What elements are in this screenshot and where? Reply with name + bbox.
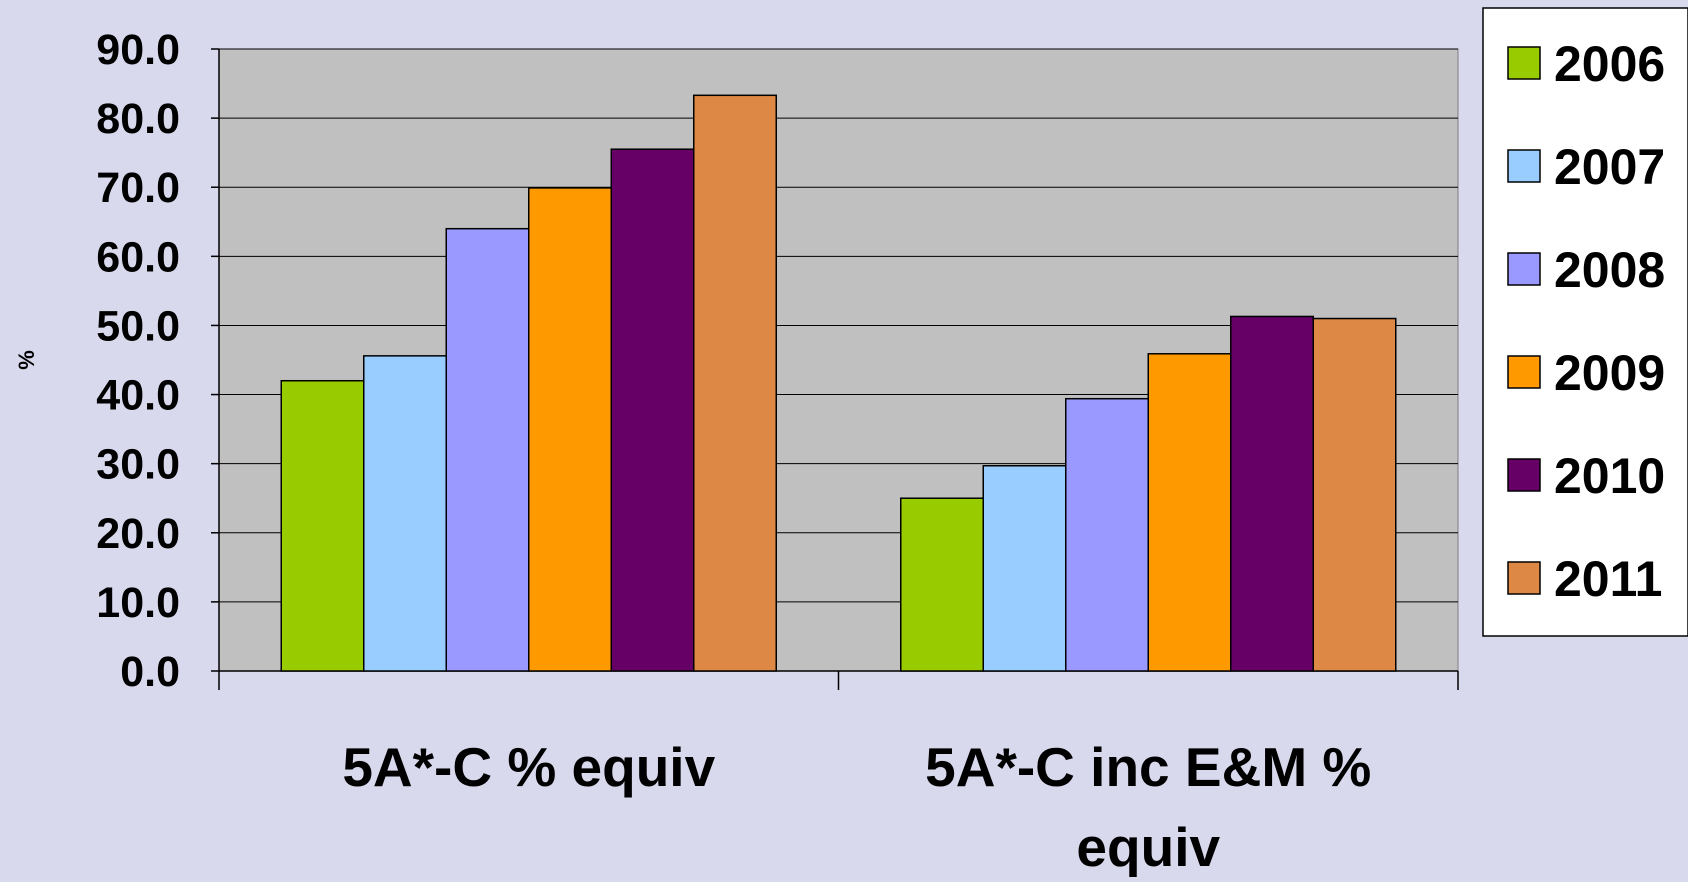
legend-label-2007: 2007 [1554, 139, 1665, 195]
y-tick-label: 20.0 [96, 510, 180, 558]
legend-label-2009: 2009 [1554, 345, 1665, 401]
y-tick-label: 0.0 [120, 648, 180, 696]
y-tick-label: 70.0 [96, 164, 180, 212]
bar-2006-1 [280, 379, 365, 672]
legend-swatch-2007 [1507, 149, 1541, 183]
y-tick-label: 30.0 [96, 441, 180, 489]
legend-swatch-2011 [1507, 561, 1541, 595]
bar-2010-1 [610, 148, 695, 672]
bar-2010-2 [1230, 315, 1314, 672]
bar-2011-2 [1312, 317, 1397, 672]
y-axis-label: % [14, 350, 39, 370]
y-tick-label: 50.0 [96, 302, 180, 350]
y-tick-label: 90.0 [96, 26, 180, 74]
legend-label-2008: 2008 [1554, 242, 1665, 298]
bar-2008-1 [445, 227, 530, 672]
legend-swatch-2009 [1507, 355, 1541, 389]
y-tick-label: 10.0 [96, 579, 180, 627]
legend-label-2011: 2011 [1554, 551, 1662, 607]
category-label: 5A*-C % equiv [342, 736, 715, 798]
bar-2009-1 [528, 187, 612, 672]
y-tick-label: 80.0 [96, 95, 180, 143]
y-tick-label: 60.0 [96, 233, 180, 281]
bar-2006-2 [900, 497, 984, 672]
bar-2007-1 [363, 355, 447, 672]
legend-label-2006: 2006 [1554, 36, 1665, 92]
legend-label-2010: 2010 [1554, 448, 1665, 504]
bar-2009-2 [1147, 353, 1232, 672]
category-label: 5A*-C inc E&M % [925, 736, 1371, 798]
bar-2007-2 [982, 464, 1067, 672]
category-label: equiv [1076, 816, 1220, 877]
legend-swatch-2010 [1507, 458, 1541, 492]
bar-2008-2 [1065, 397, 1149, 672]
y-tick-label: 40.0 [96, 372, 180, 420]
legend-swatch-2008 [1507, 252, 1541, 286]
legend-swatch-2006 [1507, 46, 1541, 80]
legend [1482, 7, 1688, 637]
bar-2011-1 [693, 94, 777, 672]
